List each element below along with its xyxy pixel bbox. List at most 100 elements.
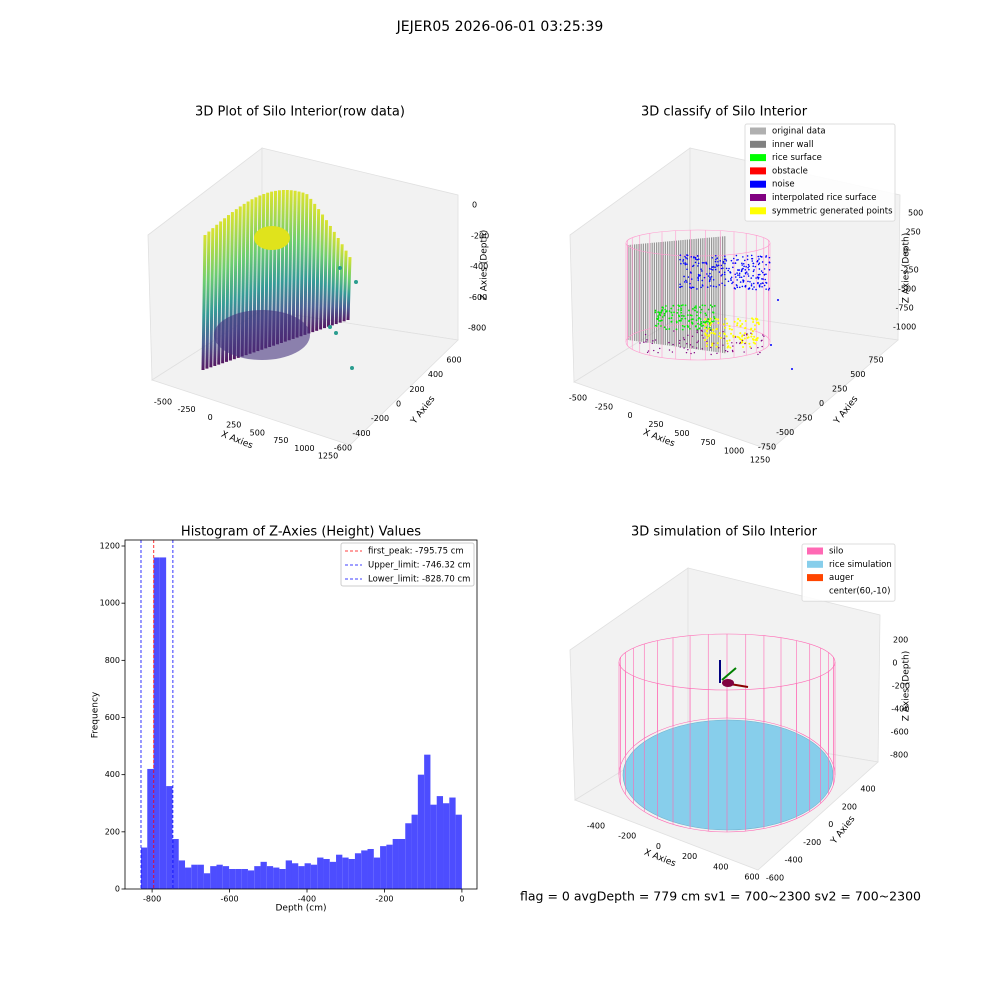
decor-dot xyxy=(696,258,699,261)
decor-dot xyxy=(714,268,717,271)
legend-label: auger xyxy=(829,573,854,583)
decor-dot xyxy=(659,347,661,350)
decor-dot xyxy=(704,318,707,321)
decor-dot xyxy=(702,321,705,323)
bar xyxy=(386,844,393,889)
decor-dot xyxy=(661,316,664,318)
x-tick-label: -250 xyxy=(595,402,613,411)
decor-dot xyxy=(742,281,745,283)
decor-dot xyxy=(710,268,713,271)
decor-stroke xyxy=(299,192,305,337)
y-tick-label: -500 xyxy=(776,428,794,437)
decor-dot xyxy=(743,337,746,340)
decor-dot xyxy=(757,346,759,349)
decor-dot xyxy=(756,336,759,339)
decor-dot xyxy=(765,288,767,290)
decor-dot xyxy=(706,286,709,289)
decor-dot xyxy=(683,281,686,283)
decor-dot xyxy=(709,279,711,281)
decor-dot xyxy=(737,269,739,271)
decor-dot xyxy=(730,332,733,335)
decor-dot xyxy=(690,314,693,317)
decor-dot xyxy=(665,328,668,331)
z-tick-label: -800 xyxy=(890,751,908,760)
decor-dot xyxy=(684,317,687,320)
decor-dot xyxy=(727,280,730,283)
bar xyxy=(361,850,368,889)
decor-dot xyxy=(735,284,738,286)
decor-dot xyxy=(729,271,731,273)
decor-dot xyxy=(681,285,683,288)
decor-dot xyxy=(683,347,685,349)
decor-dot xyxy=(747,280,749,283)
decor-dot xyxy=(697,276,699,279)
decor-dot xyxy=(711,320,714,323)
decor-dot xyxy=(742,346,745,349)
decor-dot xyxy=(723,271,726,274)
decor-dot xyxy=(710,275,713,278)
decor-stroke xyxy=(201,234,207,371)
decor-dot xyxy=(670,307,673,310)
decor-dot xyxy=(751,260,754,262)
decor-dot xyxy=(700,308,703,311)
decor-dot xyxy=(664,308,667,311)
decor-dot xyxy=(767,288,770,291)
decor-dot xyxy=(704,332,707,335)
decor-dot xyxy=(731,282,733,285)
decor-dot xyxy=(696,255,699,257)
z-tick-label: -200 xyxy=(471,231,489,240)
decor-dot xyxy=(651,342,653,345)
decor-dot xyxy=(701,304,704,307)
decor-dot xyxy=(658,311,661,314)
decor-dot xyxy=(684,304,687,307)
decor-dot xyxy=(709,317,712,320)
decor-dot xyxy=(726,350,729,353)
decor-dot xyxy=(743,265,745,268)
decor-dot xyxy=(670,320,673,323)
decor-dot xyxy=(718,335,721,338)
bar xyxy=(216,864,223,889)
decor-dot xyxy=(761,278,763,280)
decor-dot xyxy=(670,311,673,314)
y-tick-label: 0 xyxy=(828,820,833,829)
decor-dot xyxy=(728,267,730,270)
decor-dot xyxy=(723,337,725,340)
decor-dot xyxy=(718,347,720,349)
decor-dot xyxy=(717,260,719,263)
chart-title: 3D classify of Silo Interior xyxy=(641,105,808,120)
decor-dot xyxy=(686,343,688,345)
decor-dot xyxy=(743,275,745,277)
decor-dot xyxy=(736,335,739,338)
y-tick-label: 400 xyxy=(428,370,443,379)
decor-dot xyxy=(757,353,759,356)
decor-dot xyxy=(719,260,722,262)
bar xyxy=(153,557,160,889)
bar xyxy=(210,866,217,889)
decor-dot xyxy=(753,328,756,331)
decor-dot xyxy=(761,285,763,288)
legend-label: Lower_limit: -828.70 cm xyxy=(368,575,470,585)
legend-swatch xyxy=(750,194,766,201)
bar xyxy=(436,796,444,889)
decor-dot xyxy=(697,273,700,276)
decor-dot xyxy=(755,339,758,342)
decor-dot xyxy=(708,319,711,322)
decor-dot xyxy=(680,311,683,314)
decor-dot xyxy=(717,318,720,321)
decor-dot xyxy=(738,272,741,275)
decor-dot xyxy=(738,269,741,271)
decor-dot xyxy=(720,274,722,277)
decor-dot xyxy=(673,330,675,332)
decor-dot xyxy=(737,274,739,277)
decor-dot xyxy=(675,321,678,324)
z-axis-label: Z Axies (Depth) xyxy=(902,651,912,722)
decor-dot xyxy=(677,314,680,317)
decor-dot xyxy=(733,320,736,323)
decor-dot xyxy=(753,286,755,288)
bar xyxy=(329,861,337,889)
decor-dot xyxy=(731,349,734,352)
bar xyxy=(266,866,274,889)
decor-dot xyxy=(657,315,660,317)
decor-dot xyxy=(718,332,721,335)
z-tick-label: 0 xyxy=(903,247,908,256)
